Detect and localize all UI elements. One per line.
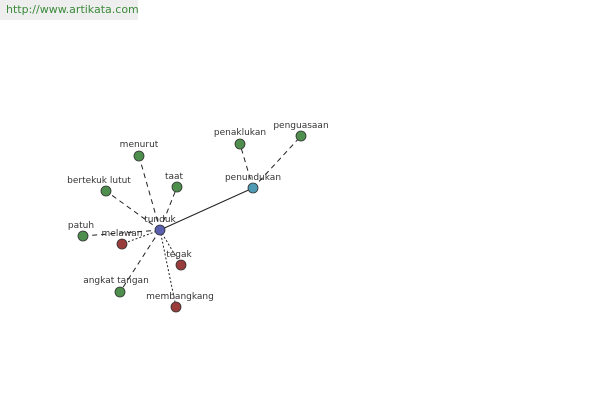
node[interactable] [77, 230, 89, 242]
watermark[interactable]: http://www.artikata.com [0, 0, 139, 20]
node-label: melawan [102, 229, 143, 239]
node-label: membangkang [146, 292, 214, 302]
edge [159, 187, 254, 231]
node[interactable] [116, 238, 128, 250]
edge [82, 229, 161, 237]
edge [239, 143, 254, 189]
node[interactable] [114, 286, 126, 298]
node[interactable] [175, 259, 187, 271]
node-label: penaklukan [214, 128, 266, 138]
edge [138, 155, 161, 231]
edge [105, 190, 161, 231]
edge [159, 229, 177, 308]
node[interactable] [247, 182, 259, 194]
node[interactable] [154, 224, 166, 236]
node-label: bertekuk lutut [67, 176, 131, 186]
edge [159, 229, 182, 266]
edge [252, 135, 302, 189]
edge [119, 229, 161, 293]
node[interactable] [234, 138, 246, 150]
node-label: penundukan [225, 173, 281, 183]
edge [159, 186, 178, 231]
node-label: penguasaan [273, 121, 328, 131]
node[interactable] [170, 301, 182, 313]
node-label: patuh [68, 221, 94, 231]
node[interactable] [295, 130, 307, 142]
edges [82, 135, 302, 308]
node[interactable] [100, 185, 112, 197]
node-label: angkat tangan [83, 276, 149, 286]
node-label: taat [165, 172, 184, 182]
edge [121, 229, 161, 245]
node-label: tegak [166, 250, 192, 260]
node[interactable] [171, 181, 183, 193]
node-label: tunduk [144, 215, 176, 225]
node[interactable] [133, 150, 145, 162]
nodes: tunduk penundukan penaklukan penguasaan … [67, 121, 329, 313]
node-label: menurut [120, 140, 159, 150]
